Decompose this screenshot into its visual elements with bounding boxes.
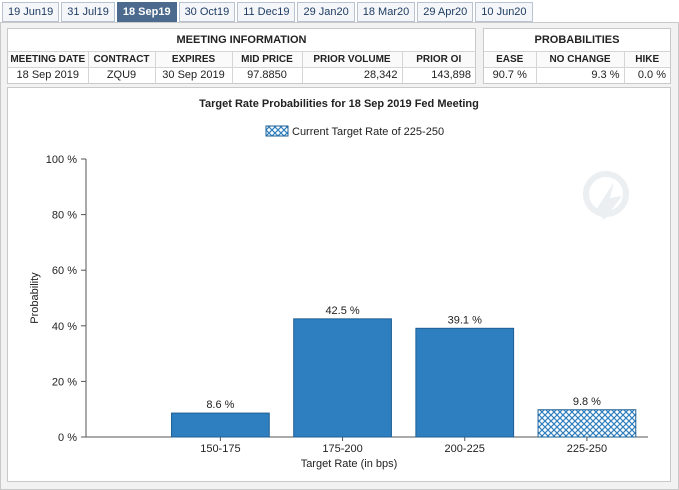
prior-oi-value: 143,898 <box>402 66 475 83</box>
bar-value-label: 39.1 % <box>448 314 482 326</box>
meeting-date-value: 18 Sep 2019 <box>8 66 89 83</box>
header-expires: EXPIRES <box>155 50 233 67</box>
chart-title: Target Rate Probabilities for 18 Sep 201… <box>199 98 479 110</box>
y-tick-label: 80 % <box>52 210 77 222</box>
tab-30-oct19[interactable]: 30 Oct19 <box>178 2 236 22</box>
tab-31-jul19[interactable]: 31 Jul19 <box>61 2 115 22</box>
tab-10-jun20[interactable]: 10 Jun20 <box>475 2 533 22</box>
probabilities-caption: PROBABILITIES <box>534 33 620 46</box>
header-prior-oi: PRIOR OI <box>402 50 475 67</box>
table-row: 18 Sep 2019 ZQU9 30 Sep 2019 97.8850 28,… <box>8 66 475 83</box>
bar-value-label: 8.6 % <box>206 399 234 411</box>
tab-18-sep19[interactable]: 18 Sep19 <box>116 2 177 22</box>
bar-225-250 <box>537 409 637 438</box>
header-no-change: NO CHANGE <box>536 50 625 67</box>
x-tick-label: 200-225 <box>445 443 485 455</box>
probabilities-panel: PROBABILITIES EASE NO CHANGE HIKE 90.7 %… <box>483 28 671 84</box>
header-meeting-date: MEETING DATE <box>8 50 89 67</box>
legend-swatch <box>265 125 289 137</box>
tab-11-dec19[interactable]: 11 Dec19 <box>237 2 296 22</box>
meeting-information-caption: MEETING INFORMATION <box>176 33 307 46</box>
tab-29-apr20[interactable]: 29 Apr20 <box>417 2 474 22</box>
x-axis-label: Target Rate (in bps) <box>301 458 398 470</box>
hike-value: 0.0 % <box>624 66 670 83</box>
tab-29-jan20[interactable]: 29 Jan20 <box>297 2 355 22</box>
y-tick-label: 20 % <box>52 376 77 388</box>
y-axis-label: Probability <box>29 272 41 324</box>
y-tick-label: 60 % <box>52 265 77 277</box>
legend-label: Current Target Rate of 225-250 <box>292 126 444 138</box>
meeting-information-panel: MEETING INFORMATION MEETING DATE CONTRAC… <box>7 28 476 84</box>
bar-value-label: 42.5 % <box>325 305 359 317</box>
bar-150-175 <box>171 412 270 438</box>
bar-value-label: 9.8 % <box>573 396 601 408</box>
probability-chart: Target Rate Probabilities for 18 Sep 201… <box>29 98 648 470</box>
prior-volume-value: 28,342 <box>302 66 403 83</box>
expires-value: 30 Sep 2019 <box>155 66 233 83</box>
meeting-tabs: 19 Jun19 31 Jul19 18 Sep19 30 Oct19 11 Dec19… <box>2 2 533 22</box>
header-contract: CONTRACT <box>88 50 156 67</box>
probabilities-table: PROBABILITIES EASE NO CHANGE HIKE 90.7 %… <box>484 29 670 83</box>
contract-value: ZQU9 <box>88 66 156 83</box>
watermark-logo-icon <box>583 171 629 220</box>
no-change-value: 9.3 % <box>536 66 625 83</box>
meeting-information-table: MEETING INFORMATION MEETING DATE CONTRAC… <box>8 29 475 83</box>
y-tick-label: 0 % <box>58 432 77 444</box>
x-tick-label: 175-200 <box>322 443 362 455</box>
y-tick-label: 40 % <box>52 321 77 333</box>
mid-price-value: 97.8850 <box>232 66 303 83</box>
header-mid-price: MID PRICE <box>232 50 303 67</box>
bar-175-200 <box>293 318 392 438</box>
chart-container: Target Rate Probabilities for 18 Sep 201… <box>7 87 671 482</box>
y-tick-label: 100 % <box>46 154 77 166</box>
tab-19-jun19[interactable]: 19 Jun19 <box>2 2 60 22</box>
table-row: 90.7 % 9.3 % 0.0 % <box>484 66 670 83</box>
header-ease: EASE <box>484 50 537 67</box>
header-hike: HIKE <box>624 50 670 67</box>
ease-value: 90.7 % <box>484 66 537 83</box>
tab-18-mar20[interactable]: 18 Mar20 <box>356 2 416 22</box>
bar-200-225 <box>415 327 515 438</box>
header-prior-volume: PRIOR VOLUME <box>302 50 403 67</box>
x-tick-label: 150-175 <box>200 443 240 455</box>
x-tick-label: 225-250 <box>567 443 607 455</box>
